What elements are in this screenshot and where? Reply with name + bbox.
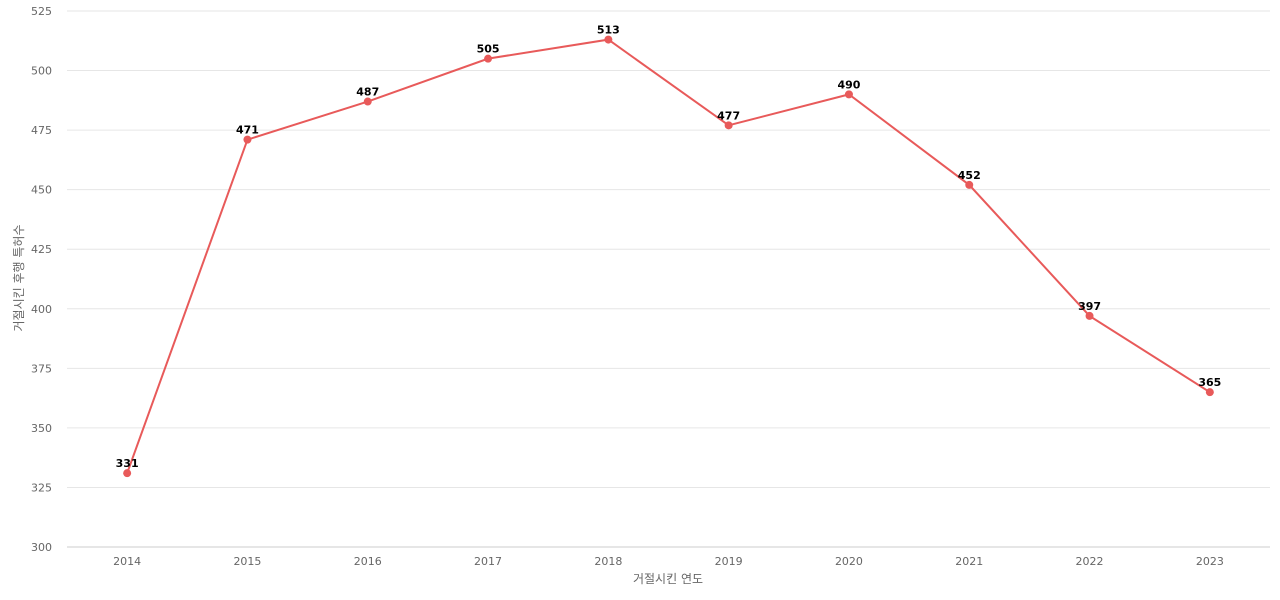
x-tick-label: 2021 — [955, 555, 983, 568]
series-layer — [123, 35, 1214, 478]
data-point — [965, 180, 974, 189]
data-label: 397 — [1078, 300, 1101, 313]
y-tick-label: 375 — [31, 362, 52, 375]
data-label: 331 — [116, 457, 139, 470]
y-tick-label: 475 — [31, 124, 52, 137]
data-label: 487 — [356, 86, 379, 99]
data-label: 365 — [1198, 376, 1221, 389]
data-point — [604, 35, 613, 44]
x-axis-title: 거절시킨 연도 — [633, 572, 703, 586]
data-label: 513 — [597, 24, 620, 37]
y-tick-label: 350 — [31, 422, 52, 435]
data-label: 452 — [958, 169, 981, 182]
x-tick-label: 2016 — [354, 555, 382, 568]
data-label: 490 — [837, 78, 860, 91]
data-label: 505 — [477, 43, 500, 56]
series-line — [126, 38, 1211, 474]
data-point — [1085, 311, 1094, 320]
data-point — [844, 90, 853, 99]
data-label: 477 — [717, 109, 740, 122]
x-axis: 2014 2015 2016 2017 2018 2019 2020 2021 2022 2023 — [113, 555, 1224, 568]
x-tick-label: 2022 — [1076, 555, 1104, 568]
x-tick-label: 2017 — [474, 555, 502, 568]
y-tick-label: 325 — [31, 481, 52, 494]
y-tick-label: 400 — [31, 303, 52, 316]
x-tick-label: 2020 — [835, 555, 863, 568]
y-axis-title: 거절시킨 후행 특허수 — [11, 225, 26, 332]
y-tick-label: 500 — [31, 65, 52, 78]
x-tick-label: 2014 — [113, 555, 141, 568]
data-point — [724, 121, 733, 130]
grid-layer — [67, 10, 1270, 548]
data-point — [1205, 388, 1214, 397]
y-tick-label: 525 — [31, 5, 52, 18]
data-point — [243, 135, 252, 144]
data-labels: 331 471 487 505 513 477 490 452 397 365 — [116, 24, 1222, 471]
x-tick-label: 2015 — [233, 555, 261, 568]
y-tick-label: 300 — [31, 541, 52, 554]
x-tick-label: 2018 — [594, 555, 622, 568]
data-point — [123, 469, 132, 478]
y-tick-label: 450 — [31, 184, 52, 197]
data-point — [484, 54, 493, 63]
data-label: 471 — [236, 124, 259, 137]
data-point — [363, 97, 372, 106]
x-tick-label: 2019 — [715, 555, 743, 568]
y-tick-label: 425 — [31, 243, 52, 256]
y-axis: 300 325 350 375 400 425 450 475 500 525 — [31, 5, 52, 554]
x-tick-label: 2023 — [1196, 555, 1224, 568]
